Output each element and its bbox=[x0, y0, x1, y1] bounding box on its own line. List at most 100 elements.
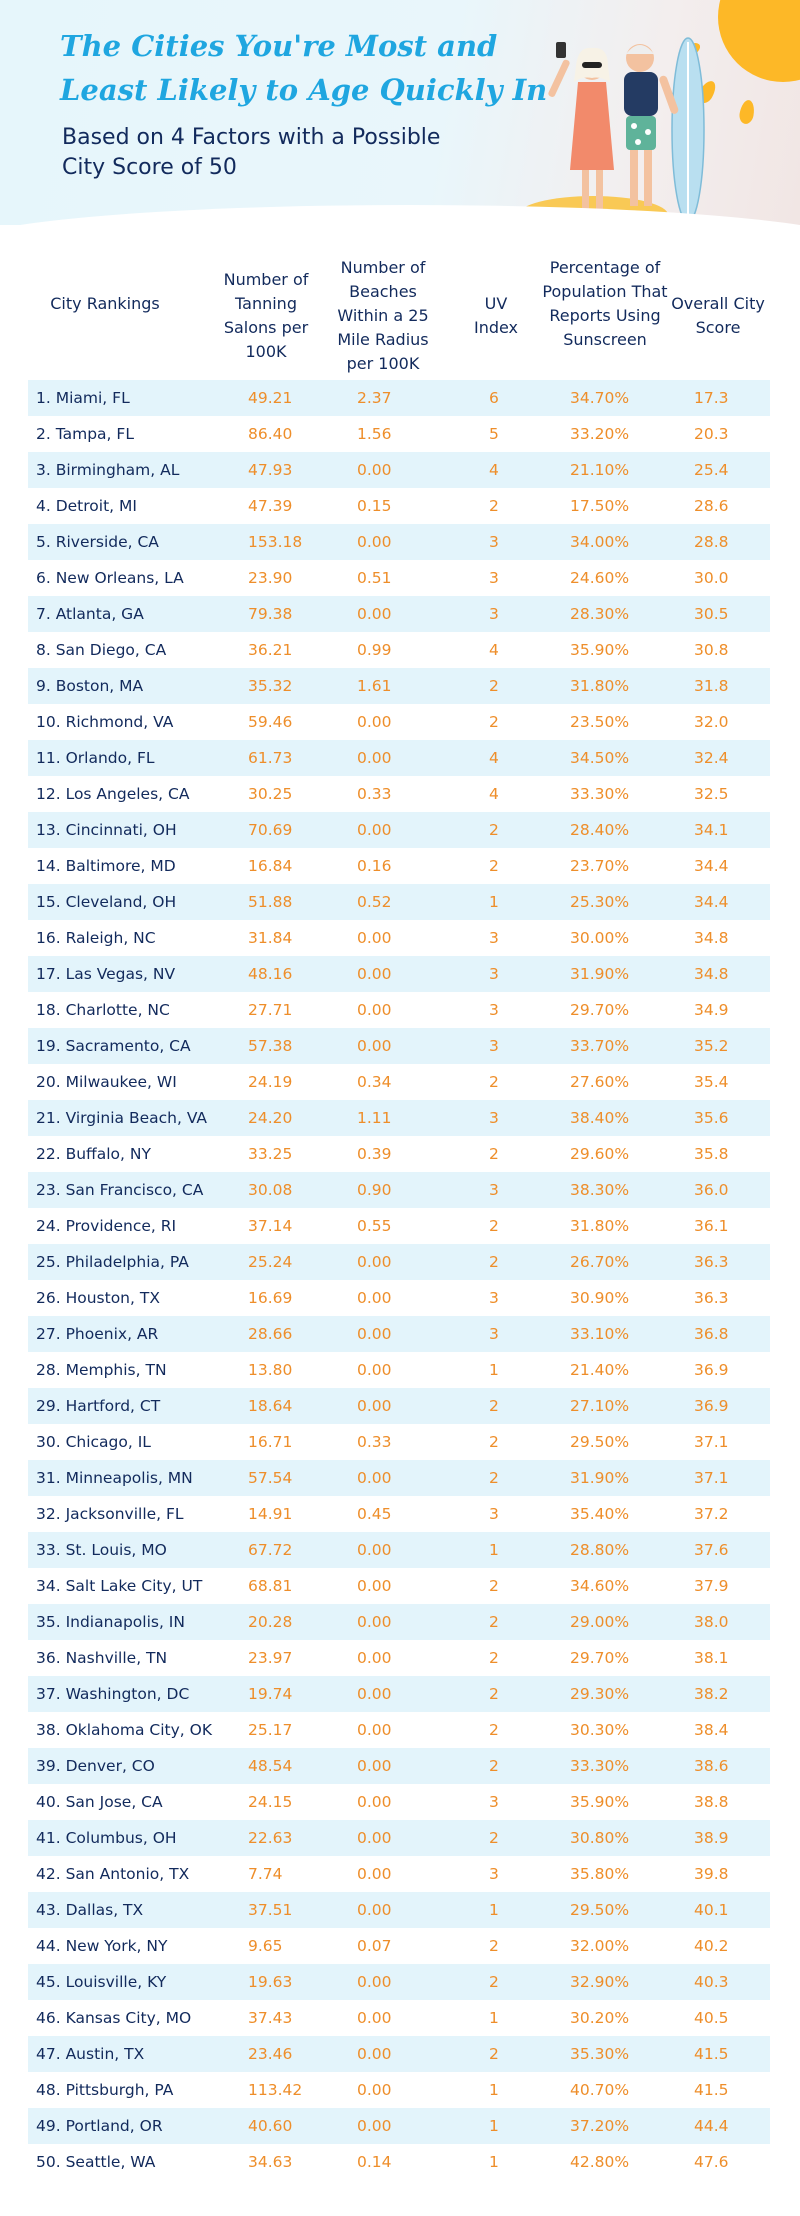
column-header-uv: UV Index bbox=[473, 294, 519, 337]
beaches-cell: 0.00 bbox=[357, 749, 392, 767]
city-score-cell: 38.8 bbox=[694, 1793, 729, 1811]
uv-index-cell: 3 bbox=[489, 1865, 499, 1883]
table-row: 23. San Francisco, CA 30.08 0.90 3 38.30% 36.… bbox=[28, 1172, 770, 1208]
city-name-cell: 34. Salt Lake City, UT bbox=[36, 1577, 203, 1595]
uv-index-cell: 3 bbox=[489, 965, 499, 983]
beaches-cell: 0.00 bbox=[357, 965, 392, 983]
city-name-cell: 3. Birmingham, AL bbox=[36, 461, 180, 479]
city-score-cell: 34.8 bbox=[694, 965, 729, 983]
city-name-cell: 10. Richmond, VA bbox=[36, 713, 174, 731]
city-score-cell: 28.6 bbox=[694, 497, 729, 515]
uv-index-cell: 2 bbox=[489, 713, 499, 731]
city-score-cell: 37.6 bbox=[694, 1541, 729, 1559]
uv-index-cell: 2 bbox=[489, 857, 499, 875]
tanning-salons-cell: 70.69 bbox=[248, 821, 293, 839]
city-name-cell: 25. Philadelphia, PA bbox=[36, 1253, 189, 1271]
city-score-cell: 17.3 bbox=[694, 389, 729, 407]
table-row: 38. Oklahoma City, OK 25.17 0.00 2 30.30% 38.… bbox=[28, 1712, 770, 1748]
tanning-salons-cell: 16.69 bbox=[248, 1289, 293, 1307]
city-score-cell: 36.0 bbox=[694, 1181, 729, 1199]
tanning-salons-cell: 51.88 bbox=[248, 893, 293, 911]
beaches-cell: 0.00 bbox=[357, 2117, 392, 2135]
page-subtitle: Based on 4 Factors with a Possible City … bbox=[62, 125, 441, 180]
tanning-salons-cell: 7.74 bbox=[248, 1865, 283, 1883]
city-name-cell: 7. Atlanta, GA bbox=[36, 605, 144, 623]
beaches-cell: 0.00 bbox=[357, 1865, 392, 1883]
table-row: 50. Seattle, WA 34.63 0.14 1 42.80% 47.6 bbox=[28, 2144, 770, 2180]
sunscreen-cell: 31.90% bbox=[570, 965, 630, 983]
uv-index-cell: 3 bbox=[489, 605, 499, 623]
table-row: 4. Detroit, MI 47.39 0.15 2 17.50% 28.6 bbox=[28, 488, 770, 524]
beaches-cell: 0.39 bbox=[357, 1145, 392, 1163]
sunscreen-cell: 27.60% bbox=[570, 1073, 630, 1091]
city-score-cell: 47.6 bbox=[694, 2153, 729, 2171]
beaches-cell: 0.00 bbox=[357, 713, 392, 731]
city-score-cell: 37.1 bbox=[694, 1469, 729, 1487]
tanning-salons-cell: 24.20 bbox=[248, 1109, 293, 1127]
sunscreen-cell: 28.80% bbox=[570, 1541, 630, 1559]
beaches-cell: 0.52 bbox=[357, 893, 392, 911]
beaches-cell: 0.00 bbox=[357, 1649, 392, 1667]
table-row: 33. St. Louis, MO 67.72 0.00 1 28.80% 37.6 bbox=[28, 1532, 770, 1568]
beaches-cell: 0.00 bbox=[357, 461, 392, 479]
uv-index-cell: 1 bbox=[489, 2153, 499, 2171]
beaches-cell: 0.00 bbox=[357, 1685, 392, 1703]
sunscreen-cell: 35.90% bbox=[570, 641, 630, 659]
beaches-cell: 0.00 bbox=[357, 1037, 392, 1055]
tanning-salons-cell: 28.66 bbox=[248, 1325, 293, 1343]
city-name-cell: 20. Milwaukee, WI bbox=[36, 1073, 177, 1091]
table-row: 47. Austin, TX 23.46 0.00 2 35.30% 41.5 bbox=[28, 2036, 770, 2072]
city-score-cell: 36.3 bbox=[694, 1289, 729, 1307]
city-score-cell: 35.8 bbox=[694, 1145, 729, 1163]
city-score-cell: 36.9 bbox=[694, 1397, 729, 1415]
city-name-cell: 47. Austin, TX bbox=[36, 2045, 145, 2063]
sunscreen-cell: 30.30% bbox=[570, 1721, 630, 1739]
page-title: The Cities You're Most and Least Likely … bbox=[60, 29, 548, 107]
beaches-cell: 0.00 bbox=[357, 1757, 392, 1775]
table-row: 14. Baltimore, MD 16.84 0.16 2 23.70% 34.4 bbox=[28, 848, 770, 884]
city-name-cell: 39. Denver, CO bbox=[36, 1757, 155, 1775]
beaches-cell: 0.55 bbox=[357, 1217, 392, 1235]
tanning-salons-cell: 34.63 bbox=[248, 2153, 293, 2171]
tanning-salons-cell: 79.38 bbox=[248, 605, 293, 623]
sunscreen-cell: 29.50% bbox=[570, 1901, 630, 1919]
city-name-cell: 14. Baltimore, MD bbox=[36, 857, 176, 875]
tanning-salons-cell: 22.63 bbox=[248, 1829, 293, 1847]
tanning-salons-cell: 86.40 bbox=[248, 425, 293, 443]
tanning-salons-cell: 57.54 bbox=[248, 1469, 293, 1487]
table-row: 20. Milwaukee, WI 24.19 0.34 2 27.60% 35.4 bbox=[28, 1064, 770, 1100]
sunscreen-cell: 30.90% bbox=[570, 1289, 630, 1307]
column-header-score: Overall City Score bbox=[671, 294, 765, 337]
city-name-cell: 18. Charlotte, NC bbox=[36, 1001, 170, 1019]
city-name-cell: 41. Columbus, OH bbox=[36, 1829, 177, 1847]
table-row: 7. Atlanta, GA 79.38 0.00 3 28.30% 30.5 bbox=[28, 596, 770, 632]
sunscreen-cell: 30.80% bbox=[570, 1829, 630, 1847]
sunscreen-cell: 33.20% bbox=[570, 425, 630, 443]
tanning-salons-cell: 23.97 bbox=[248, 1649, 293, 1667]
sunscreen-cell: 21.40% bbox=[570, 1361, 630, 1379]
sunscreen-cell: 35.90% bbox=[570, 1793, 630, 1811]
table-row: 24. Providence, RI 37.14 0.55 2 31.80% 36.1 bbox=[28, 1208, 770, 1244]
table-row: 37. Washington, DC 19.74 0.00 2 29.30% 38.2 bbox=[28, 1676, 770, 1712]
uv-index-cell: 1 bbox=[489, 2009, 499, 2027]
table-row: 26. Houston, TX 16.69 0.00 3 30.90% 36.3 bbox=[28, 1280, 770, 1316]
city-score-cell: 37.2 bbox=[694, 1505, 729, 1523]
city-name-cell: 9. Boston, MA bbox=[36, 677, 144, 695]
city-score-cell: 32.0 bbox=[694, 713, 729, 731]
city-score-cell: 38.2 bbox=[694, 1685, 729, 1703]
tanning-salons-cell: 23.90 bbox=[248, 569, 293, 587]
city-name-cell: 50. Seattle, WA bbox=[36, 2153, 156, 2171]
tanning-salons-cell: 19.74 bbox=[248, 1685, 293, 1703]
tanning-salons-cell: 24.15 bbox=[248, 1793, 293, 1811]
sunscreen-cell: 25.30% bbox=[570, 893, 630, 911]
city-name-cell: 2. Tampa, FL bbox=[36, 425, 134, 443]
header-banner: The Cities You're Most and Least Likely … bbox=[0, 0, 800, 225]
sunscreen-cell: 27.10% bbox=[570, 1397, 630, 1415]
sunscreen-cell: 31.80% bbox=[570, 677, 630, 695]
beaches-cell: 0.00 bbox=[357, 1397, 392, 1415]
city-name-cell: 28. Memphis, TN bbox=[36, 1361, 167, 1379]
city-name-cell: 42. San Antonio, TX bbox=[36, 1865, 190, 1883]
beaches-cell: 0.07 bbox=[357, 1937, 392, 1955]
table-row: 15. Cleveland, OH 51.88 0.52 1 25.30% 34.4 bbox=[28, 884, 770, 920]
city-name-cell: 22. Buffalo, NY bbox=[36, 1145, 151, 1163]
